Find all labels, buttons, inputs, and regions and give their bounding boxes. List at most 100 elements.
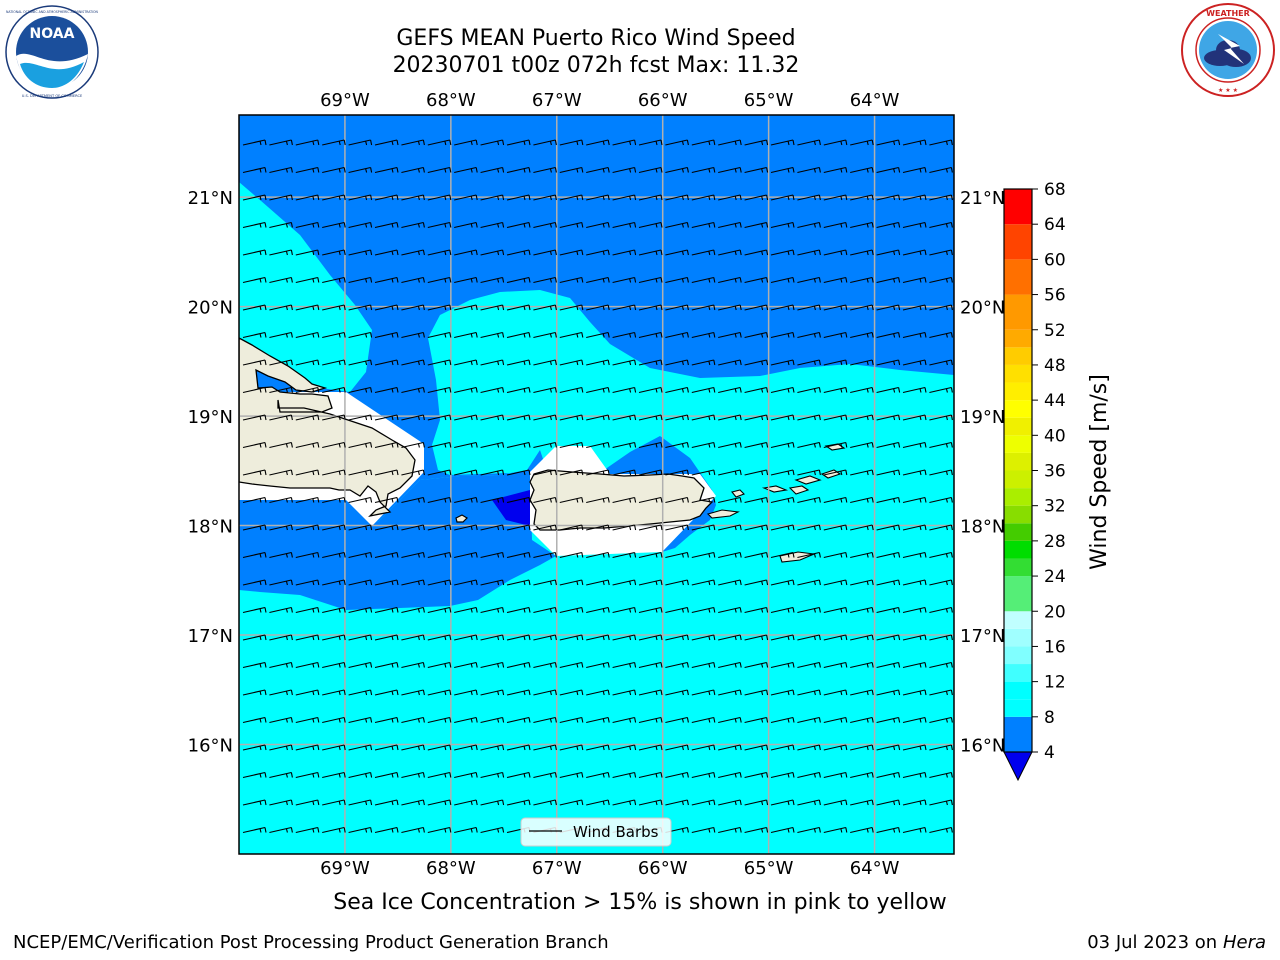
- wind-barb: [850, 496, 874, 504]
- wind-barb: [269, 606, 293, 614]
- wind-barb: [586, 661, 610, 669]
- wind-barb: [929, 359, 953, 366]
- wind-barb: [902, 469, 927, 476]
- wind-barb: [823, 414, 848, 421]
- wind-barb: [797, 194, 821, 201]
- wind-barb: [902, 551, 927, 559]
- wind-barb: [559, 634, 584, 641]
- wind-barb: [850, 524, 874, 531]
- wind-barb: [559, 579, 584, 586]
- wind-barb: [929, 249, 953, 256]
- wind-barb: [348, 606, 373, 614]
- wind-barb: [533, 744, 557, 751]
- wind-barb: [902, 826, 927, 834]
- wind-barb: [533, 414, 557, 421]
- wind-barb: [533, 331, 557, 339]
- colorbar-label: Wind Speed [m/s]: [1087, 374, 1112, 570]
- wind-barb: [638, 194, 663, 201]
- wind-barb: [559, 304, 584, 311]
- wind-barb: [348, 331, 373, 339]
- colorbar-segment: [1004, 611, 1032, 629]
- wind-barb: [374, 304, 399, 311]
- wind-barb: [506, 386, 531, 394]
- wind-barb: [480, 359, 505, 366]
- wind-barb: [665, 194, 689, 201]
- wind-barb: [269, 771, 293, 779]
- colorbar-tick-label: 8: [1044, 708, 1055, 728]
- colorbar-segment: [1004, 364, 1032, 383]
- wind-barb: [691, 469, 716, 476]
- wind-barb: [770, 826, 795, 834]
- wind-barb: [427, 579, 452, 586]
- wind-barb: [876, 304, 901, 311]
- wind-barb: [876, 771, 901, 779]
- wind-barb: [638, 331, 663, 339]
- wind-barb: [744, 221, 769, 229]
- colorbar-segment: [1004, 347, 1032, 365]
- wind-barb: [242, 744, 267, 751]
- wind-barb: [374, 359, 399, 366]
- wind-barb: [374, 799, 399, 806]
- wind-barb: [322, 551, 346, 559]
- wind-barb: [586, 359, 610, 366]
- wind-barb: [480, 524, 505, 531]
- wind-barb: [876, 799, 901, 806]
- wind-barb: [929, 579, 953, 586]
- wind-barb: [348, 249, 373, 256]
- wind-barb: [401, 359, 425, 366]
- wind-barb: [823, 661, 848, 669]
- wind-barb: [638, 606, 663, 614]
- wind-barb: [638, 799, 663, 806]
- wind-barb: [374, 496, 399, 504]
- wind-barb: [876, 249, 901, 256]
- wind-barb: [612, 221, 637, 229]
- wind-barb: [929, 221, 953, 229]
- wind-barb: [744, 166, 769, 174]
- wind-barb: [242, 606, 267, 614]
- wind-barb: [506, 359, 531, 366]
- wind-barb: [718, 771, 742, 779]
- wind-barb: [876, 551, 901, 559]
- lon-label-top: 69°W: [320, 90, 370, 111]
- wind-barb: [850, 771, 874, 779]
- colorbar-segment: [1004, 329, 1032, 348]
- wind-barb: [480, 716, 505, 724]
- wind-barb: [374, 689, 399, 696]
- wind-barb: [586, 551, 610, 559]
- wind-barb: [374, 221, 399, 229]
- wind-barb: [533, 194, 557, 201]
- wind-barb: [823, 579, 848, 586]
- wind-barb: [269, 826, 293, 834]
- wind-barb: [638, 276, 663, 284]
- wind-barb: [427, 524, 452, 531]
- wind-barb: [823, 276, 848, 284]
- wind-barb: [374, 551, 399, 559]
- wind-barb: [691, 249, 716, 256]
- wind-barb: [242, 304, 267, 311]
- wind-barb: [454, 249, 478, 256]
- nws-logo: WEATHER ★ ★ ★: [1181, 3, 1275, 97]
- wind-barb: [797, 744, 821, 751]
- wind-barb: [480, 221, 505, 229]
- wind-barb: [559, 551, 584, 559]
- wind-barb: [718, 194, 742, 201]
- wind-barb: [797, 414, 821, 421]
- wind-barb: [480, 661, 505, 669]
- wind-barb: [586, 496, 610, 504]
- wind-barb: [850, 414, 874, 421]
- wind-barb: [638, 771, 663, 779]
- wind-barb: [929, 304, 953, 311]
- wind-barb: [295, 359, 320, 366]
- wind-barb: [374, 469, 399, 476]
- wind-barb: [638, 166, 663, 174]
- wind-barb: [348, 414, 373, 421]
- wind-barb: [348, 689, 373, 696]
- wind-barb: [850, 606, 874, 614]
- wind-barb: [401, 799, 425, 806]
- colorbar-segment: [1004, 470, 1032, 489]
- wind-barb: [269, 579, 293, 586]
- wind-barb: [823, 249, 848, 256]
- wind-barb: [638, 359, 663, 366]
- wind-barb: [586, 304, 610, 311]
- wind-barb: [269, 331, 293, 339]
